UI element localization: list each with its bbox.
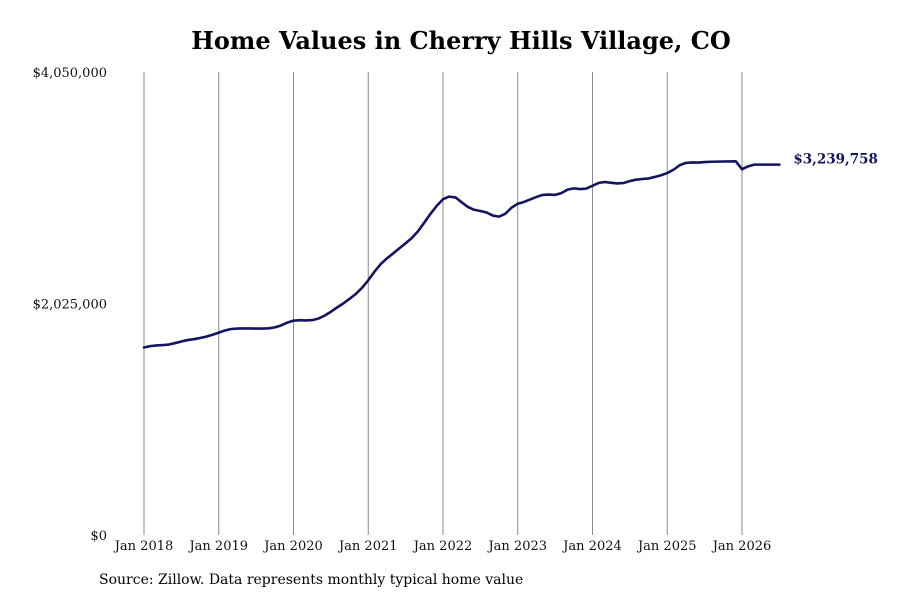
x-tick-label: Jan 2018 [113,539,174,554]
x-tick-label: Jan 2023 [486,539,547,554]
x-axis-ticks: Jan 2018 Jan 2019 Jan 2020 Jan 2021 Jan 2022… [113,539,772,554]
x-tick-label: Jan 2019 [187,539,248,554]
y-axis-ticks: $0 $2,025,000 $4,050,000 [33,66,107,544]
x-tick-label: Jan 2022 [412,539,473,554]
end-value-label: $3,239,758 [793,152,878,168]
y-tick-label: $0 [90,529,107,544]
y-tick-label: $2,025,000 [33,298,107,313]
series-line [142,159,781,349]
x-tick-label: Jan 2020 [262,539,323,554]
x-tick-label: Jan 2024 [561,539,622,554]
x-tick-label: Jan 2026 [711,539,772,554]
y-tick-label: $4,050,000 [33,66,107,81]
x-tick-label: Jan 2025 [636,539,697,554]
x-tick-label: Jan 2021 [337,539,398,554]
source-note: Source: Zillow. Data represents monthly … [99,572,524,588]
gridlines [143,72,743,535]
chart-title: Home Values in Cherry Hills Village, CO [191,26,731,55]
